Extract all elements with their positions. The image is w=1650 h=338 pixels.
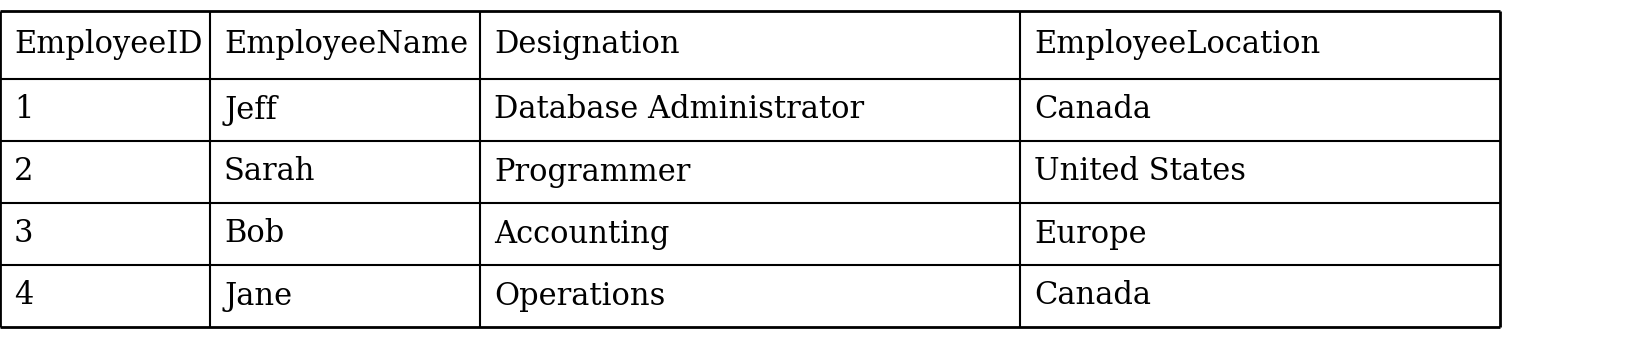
Text: Europe: Europe <box>1035 218 1147 249</box>
Text: Canada: Canada <box>1035 95 1152 125</box>
Text: Sarah: Sarah <box>224 156 315 188</box>
Text: Database Administrator: Database Administrator <box>493 95 865 125</box>
Text: Jeff: Jeff <box>224 95 277 125</box>
Text: EmployeeLocation: EmployeeLocation <box>1035 29 1320 61</box>
Text: Operations: Operations <box>493 281 665 312</box>
Text: EmployeeID: EmployeeID <box>13 29 203 61</box>
Text: Accounting: Accounting <box>493 218 670 249</box>
Text: Jane: Jane <box>224 281 292 312</box>
Text: EmployeeName: EmployeeName <box>224 29 469 61</box>
Text: Bob: Bob <box>224 218 284 249</box>
Text: 1: 1 <box>13 95 33 125</box>
Text: Programmer: Programmer <box>493 156 690 188</box>
Text: 4: 4 <box>13 281 33 312</box>
Text: United States: United States <box>1035 156 1246 188</box>
Text: 3: 3 <box>13 218 33 249</box>
Text: Canada: Canada <box>1035 281 1152 312</box>
Text: Designation: Designation <box>493 29 680 61</box>
Text: 2: 2 <box>13 156 33 188</box>
